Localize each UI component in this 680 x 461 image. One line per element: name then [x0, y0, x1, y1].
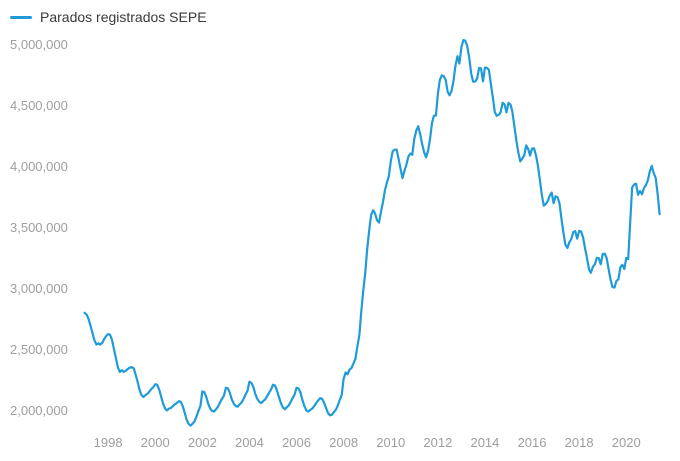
x-axis-label: 2002 — [187, 435, 217, 450]
y-axis-label: 3,500,000 — [10, 220, 68, 235]
legend-label: Parados registrados SEPE — [40, 9, 207, 25]
x-axis-label: 1998 — [93, 435, 123, 450]
legend-item[interactable]: Parados registrados SEPE — [10, 9, 207, 25]
x-axis-label: 2000 — [140, 435, 170, 450]
x-axis-label: 2020 — [611, 435, 641, 450]
x-axis-label: 2012 — [423, 435, 453, 450]
y-axis-label: 4,500,000 — [10, 98, 68, 113]
y-axis-label: 2,500,000 — [10, 342, 68, 357]
trend-line — [83, 38, 661, 427]
x-axis-label: 2016 — [517, 435, 547, 450]
y-axis-label: 4,000,000 — [10, 159, 68, 174]
y-axis-label: 5,000,000 — [10, 37, 68, 52]
x-axis-label: 2014 — [470, 435, 500, 450]
y-axis-label: 2,000,000 — [10, 403, 68, 418]
x-axis-label: 2010 — [376, 435, 406, 450]
x-axis-label: 2018 — [564, 435, 594, 450]
x-axis-label: 2004 — [234, 435, 264, 450]
y-axis-label: 3,000,000 — [10, 281, 68, 296]
x-axis-label: 2006 — [282, 435, 311, 450]
x-axis-label: 2008 — [329, 435, 359, 450]
legend-line-swatch — [10, 15, 32, 19]
